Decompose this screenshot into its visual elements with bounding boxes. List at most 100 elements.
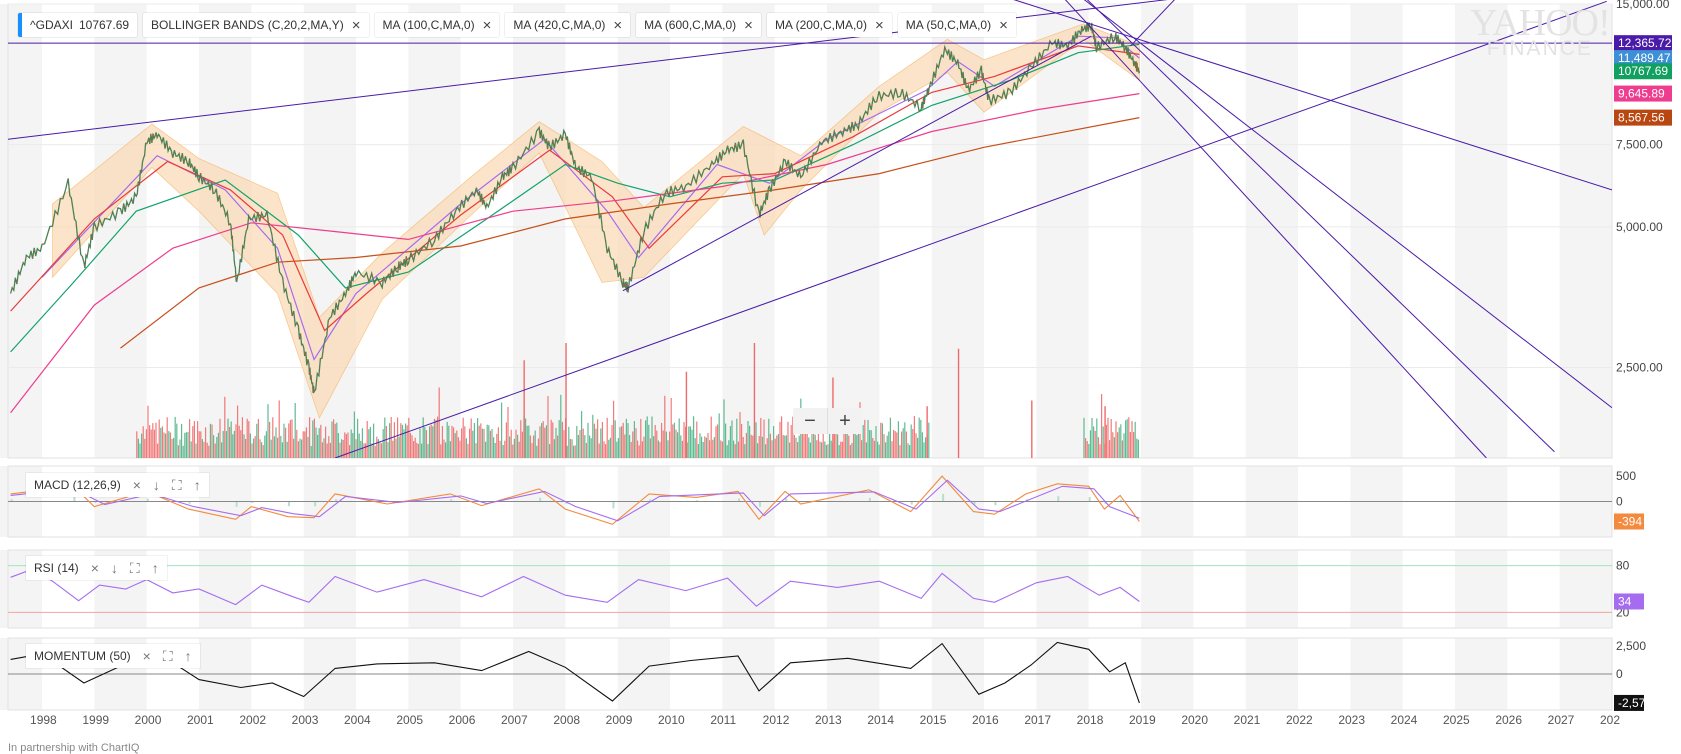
volume-bar <box>1094 430 1096 458</box>
volume-bar <box>1104 406 1106 458</box>
volume-bar <box>739 412 741 458</box>
macd-bar <box>973 501 976 505</box>
close-icon[interactable]: × <box>351 16 361 34</box>
volume-bar <box>526 425 528 458</box>
volume-bar <box>430 424 432 458</box>
study-chip-ma50[interactable]: MA (50,C,MA,0) × <box>897 13 1016 37</box>
year-band <box>303 550 357 628</box>
volume-bar <box>345 434 347 458</box>
volume-bar <box>680 435 682 458</box>
macd-study-chip[interactable]: MACD (12,26,9) × ↓ ⛶ ↑ <box>26 473 209 497</box>
arrow-up-icon[interactable]: ↑ <box>193 477 201 493</box>
volume-bar <box>347 432 349 458</box>
arrow-up-icon[interactable]: ↑ <box>184 648 192 664</box>
volume-bar <box>473 423 475 458</box>
zoom-out-button[interactable]: − <box>804 410 816 432</box>
expand-icon[interactable]: ⛶ <box>171 476 182 493</box>
symbol-chip[interactable]: ^GDAXI 10767.69 <box>18 13 138 37</box>
year-band <box>199 550 252 628</box>
volume-bar <box>485 441 487 458</box>
volume-bar <box>243 434 245 458</box>
volume-bar <box>902 428 904 458</box>
volume-bar <box>787 421 789 458</box>
arrow-up-icon[interactable]: ↑ <box>151 560 159 576</box>
close-icon[interactable]: × <box>613 16 623 34</box>
volume-bar <box>603 441 605 458</box>
volume-bar <box>561 421 563 458</box>
volume-bar <box>613 400 615 458</box>
volume-bar <box>182 445 184 458</box>
volume-bar <box>681 440 683 458</box>
volume-bar <box>281 442 283 458</box>
volume-bar <box>208 445 210 458</box>
x-tick-label: 2011 <box>710 713 736 727</box>
volume-bar <box>214 443 216 458</box>
volume-bar <box>333 419 335 458</box>
volume-bar <box>313 418 315 458</box>
close-icon[interactable]: × <box>90 560 99 576</box>
x-tick-label: 2018 <box>1077 713 1104 727</box>
volume-bar <box>475 443 477 458</box>
close-icon[interactable]: × <box>482 16 492 34</box>
volume-bar <box>897 421 899 458</box>
volume-bar <box>408 417 410 458</box>
volume-bar <box>755 422 757 458</box>
volume-bar <box>237 405 239 458</box>
volume-bar <box>304 431 306 458</box>
macd-bar <box>287 501 290 507</box>
rsi-study-chip[interactable]: RSI (14) × ↓ ⛶ ↑ <box>26 556 167 580</box>
arrow-down-icon[interactable]: ↓ <box>152 477 160 493</box>
volume-bar <box>521 431 523 458</box>
study-chip-ma200[interactable]: MA (200,C,MA,0) × <box>766 13 892 37</box>
arrow-down-icon[interactable]: ↓ <box>110 560 118 576</box>
volume-bar <box>894 431 896 458</box>
expand-icon[interactable]: ⛶ <box>162 647 173 664</box>
volume-bar <box>923 442 925 458</box>
volume-bar <box>760 418 762 458</box>
x-tick-label: 2002 <box>239 713 266 727</box>
volume-bar <box>736 418 738 458</box>
volume-bar <box>289 420 291 458</box>
close-icon[interactable]: × <box>132 477 141 493</box>
volume-bar <box>808 437 810 458</box>
volume-bar <box>438 387 440 458</box>
volume-bar <box>606 417 608 458</box>
volume-bar <box>649 438 651 458</box>
expand-icon[interactable]: ⛶ <box>129 559 140 576</box>
study-chip-ma100[interactable]: MA (100,C,MA,0) × <box>374 13 500 37</box>
volume-bar <box>197 421 199 458</box>
volume-bar <box>184 432 186 458</box>
volume-bar <box>678 418 680 458</box>
zoom-in-button[interactable]: + <box>827 408 862 434</box>
volume-bar <box>886 435 888 458</box>
volume-bar <box>731 420 733 458</box>
macd-bar <box>188 501 191 504</box>
volume-bar <box>622 422 624 458</box>
study-chip-ma600[interactable]: MA (600,C,MA,0) × <box>636 13 761 37</box>
volume-bar <box>774 438 776 458</box>
volume-bar <box>309 417 311 458</box>
volume-bar <box>549 444 551 458</box>
volume-bar <box>227 418 229 458</box>
close-icon[interactable]: × <box>874 16 884 34</box>
study-chip-bollinger[interactable]: BOLLINGER BANDS (C,20,2,MA,Y) × <box>143 13 369 37</box>
macd-bar <box>942 493 945 502</box>
volume-bar <box>417 443 419 458</box>
close-icon[interactable]: × <box>142 648 151 664</box>
volume-bar <box>880 422 882 458</box>
volume-bar <box>1129 432 1131 458</box>
volume-bar <box>798 435 800 458</box>
momentum-line <box>10 641 1140 704</box>
momentum-study-chip[interactable]: MOMENTUM (50) × ⛶ ↑ <box>26 644 200 668</box>
close-icon[interactable]: × <box>744 16 753 34</box>
volume-bar <box>240 430 242 458</box>
year-band <box>94 4 147 458</box>
volume-bar <box>609 437 611 458</box>
volume-bar <box>528 425 530 458</box>
study-chip-ma420[interactable]: MA (420,C,MA,0) × <box>505 13 631 37</box>
volume-bar <box>915 433 917 458</box>
volume-bar <box>718 413 720 458</box>
close-icon[interactable]: × <box>999 16 1008 34</box>
macd-bar <box>539 497 542 502</box>
